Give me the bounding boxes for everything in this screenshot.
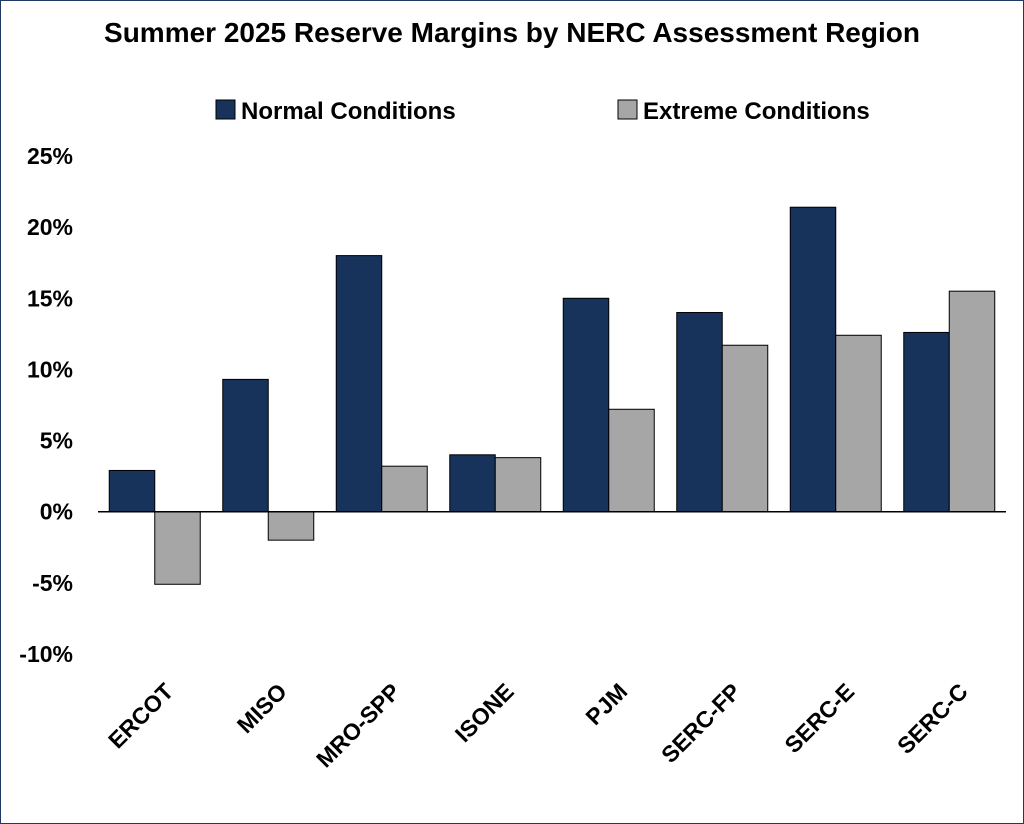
bar-extreme-serc-fp [721, 344, 769, 513]
x-tick-label: ISONE [450, 678, 519, 747]
bars [108, 206, 996, 585]
x-tick-label: MISO [232, 678, 292, 738]
x-tick-label: PJM [580, 678, 632, 730]
bar-normal-isone [449, 454, 496, 513]
x-tick-label: MRO-SPP [311, 678, 405, 772]
bar-extreme-isone [494, 457, 542, 513]
y-tick-label: 20% [27, 214, 73, 240]
y-tick-label: -5% [32, 570, 73, 596]
x-tick-label: SERC-E [779, 678, 859, 758]
bar-extreme-mro-spp [381, 465, 428, 513]
bar-normal-serc-fp [676, 312, 723, 513]
bar-normal-serc-c [903, 331, 950, 513]
bar-extreme-miso [267, 511, 315, 541]
x-tick-label: ERCOT [103, 678, 178, 753]
legend-label-extreme: Extreme Conditions [643, 98, 870, 125]
bar-normal-mro-spp [335, 255, 383, 513]
bar-normal-miso [222, 378, 269, 513]
y-axis: 25% 20% 15% 10% 5% 0% -5% -10% [19, 143, 73, 667]
y-tick-label: 15% [27, 285, 73, 311]
bar-extreme-pjm [608, 408, 655, 513]
legend-swatch-extreme [617, 99, 638, 120]
x-axis: ERCOT MISO MRO-SPP ISONE PJM SERC-FP SERC-E SER… [103, 678, 973, 772]
y-tick-label: 0% [40, 499, 73, 525]
y-tick-label: -10% [19, 641, 73, 667]
chart-title: Summer 2025 Reserve Margins by NERC Asse… [104, 17, 920, 48]
y-tick-label: 10% [27, 356, 73, 382]
x-tick-label: SERC-FP [656, 678, 746, 768]
legend: Normal Conditions Extreme Conditions [215, 98, 870, 125]
bar-normal-ercot [108, 469, 156, 513]
legend-swatch-normal [215, 99, 236, 120]
bar-normal-pjm [562, 297, 610, 513]
bar-extreme-ercot [154, 511, 201, 585]
x-tick-label: SERC-C [892, 678, 973, 759]
bar-extreme-serc-e [835, 334, 882, 513]
legend-label-normal: Normal Conditions [241, 98, 456, 125]
y-tick-label: 5% [40, 428, 73, 454]
y-tick-label: 25% [27, 143, 73, 169]
bar-normal-serc-e [789, 206, 837, 513]
bar-extreme-serc-c [948, 290, 996, 513]
